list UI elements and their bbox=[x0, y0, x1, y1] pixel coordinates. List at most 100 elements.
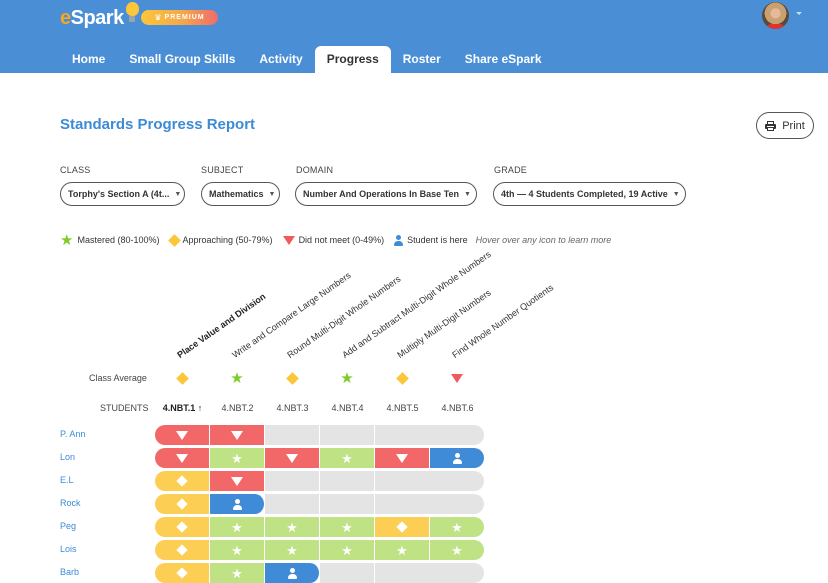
standard-code-3[interactable]: 4.NBT.3 bbox=[276, 403, 309, 413]
progress-cell[interactable] bbox=[375, 448, 430, 468]
chevron-down-icon: ▼ bbox=[174, 190, 182, 198]
column-title-3[interactable]: Round Multi-Digit Whole Numbers bbox=[285, 273, 403, 360]
diamond-icon[interactable] bbox=[175, 371, 189, 385]
tab-home[interactable]: Home bbox=[72, 52, 106, 66]
table-row bbox=[155, 494, 484, 514]
domain-select[interactable]: Number And Operations In Base Ten ▼ bbox=[295, 182, 477, 206]
diamond-icon bbox=[396, 521, 408, 533]
lightbulb-icon bbox=[125, 2, 139, 26]
star-icon: ★ bbox=[231, 450, 243, 466]
progress-cell[interactable] bbox=[210, 471, 265, 491]
grade-select-value: 4th — 4 Students Completed, 19 Active bbox=[501, 189, 668, 199]
star-icon[interactable]: ★ bbox=[230, 369, 244, 387]
progress-cell[interactable]: ★ bbox=[265, 540, 320, 560]
legend: ★ Mastered (80-100%) Approaching (50-79%… bbox=[60, 233, 612, 248]
espark-logo[interactable]: eSpark bbox=[60, 2, 139, 30]
progress-cell bbox=[375, 471, 484, 491]
progress-cell[interactable] bbox=[210, 494, 265, 514]
tab-roster[interactable]: Roster bbox=[402, 52, 441, 66]
triangle-down-icon bbox=[176, 430, 188, 440]
progress-cell bbox=[320, 563, 375, 583]
student-name[interactable]: Lon bbox=[60, 452, 76, 462]
student-name[interactable]: E.L bbox=[60, 475, 74, 485]
progress-cell[interactable] bbox=[155, 563, 210, 583]
progress-cell[interactable] bbox=[155, 494, 210, 514]
grade-select[interactable]: 4th — 4 Students Completed, 19 Active ▼ bbox=[493, 182, 686, 206]
triangle-down-icon bbox=[176, 453, 188, 463]
standard-code-4[interactable]: 4.NBT.4 bbox=[331, 403, 364, 413]
progress-cell[interactable]: ★ bbox=[265, 517, 320, 537]
legend-hint: Hover over any icon to learn more bbox=[475, 235, 612, 245]
diamond-icon bbox=[176, 498, 188, 510]
legend-mastered-label: Mastered (80-100%) bbox=[77, 235, 160, 245]
progress-cell bbox=[375, 563, 484, 583]
legend-did-not-meet: Did not meet (0-49%) bbox=[282, 235, 384, 245]
progress-cell bbox=[320, 471, 375, 491]
legend-student-here: Student is here bbox=[394, 234, 468, 246]
star-icon: ★ bbox=[286, 519, 298, 535]
progress-cell[interactable]: ★ bbox=[210, 540, 265, 560]
standard-code-1[interactable]: 4.NBT.1 ↑ bbox=[155, 403, 210, 413]
progress-cell[interactable] bbox=[265, 448, 320, 468]
progress-cell[interactable] bbox=[155, 540, 210, 560]
tab-activity[interactable]: Activity bbox=[259, 52, 303, 66]
progress-cell[interactable] bbox=[155, 517, 210, 537]
progress-cell[interactable] bbox=[155, 471, 210, 491]
column-title-1[interactable]: Place Value and Division bbox=[175, 291, 268, 360]
diamond-icon[interactable] bbox=[395, 371, 409, 385]
triangle-down-icon[interactable] bbox=[450, 371, 464, 385]
student-name[interactable]: Peg bbox=[60, 521, 77, 531]
diamond-icon bbox=[176, 475, 188, 487]
domain-select-value: Number And Operations In Base Ten bbox=[303, 189, 460, 199]
standard-code-1-text: 4.NBT.1 bbox=[162, 403, 196, 413]
standard-code-6[interactable]: 4.NBT.6 bbox=[441, 403, 474, 413]
progress-cell[interactable]: ★ bbox=[430, 517, 484, 537]
progress-cell[interactable] bbox=[210, 425, 265, 445]
print-button[interactable]: Print bbox=[756, 112, 814, 139]
class-filter-label: CLASS bbox=[60, 165, 91, 175]
crown-icon: ♛ bbox=[154, 13, 162, 22]
chevron-down-icon[interactable] bbox=[796, 12, 802, 15]
progress-cell[interactable] bbox=[375, 517, 430, 537]
progress-cell[interactable]: ★ bbox=[320, 540, 375, 560]
triangle-down-icon bbox=[396, 453, 408, 463]
avatar[interactable] bbox=[762, 2, 789, 29]
student-name[interactable]: P. Ann bbox=[60, 429, 86, 439]
progress-cell[interactable]: ★ bbox=[210, 563, 265, 583]
subject-select[interactable]: Mathematics ▼ bbox=[201, 182, 280, 206]
progress-cell[interactable]: ★ bbox=[210, 448, 265, 468]
star-icon: ★ bbox=[231, 565, 243, 581]
tab-small-group-skills[interactable]: Small Group Skills bbox=[129, 52, 236, 66]
diamond-icon[interactable] bbox=[285, 371, 299, 385]
progress-cell[interactable]: ★ bbox=[320, 448, 375, 468]
main-nav: Home Small Group Skills Activity Progres… bbox=[60, 46, 554, 73]
column-title-6[interactable]: Find Whole Number Quotients bbox=[450, 282, 556, 360]
grade-filter-label: GRADE bbox=[494, 165, 528, 175]
student-name[interactable]: Lois bbox=[60, 544, 77, 554]
standard-code-5[interactable]: 4.NBT.5 bbox=[386, 403, 419, 413]
star-icon[interactable]: ★ bbox=[340, 369, 354, 387]
diamond-icon bbox=[176, 521, 188, 533]
table-row: ★ ★ ★ ★ ★ bbox=[155, 540, 484, 560]
print-label: Print bbox=[782, 119, 805, 132]
progress-cell[interactable]: ★ bbox=[430, 540, 484, 560]
progress-cell[interactable]: ★ bbox=[320, 517, 375, 537]
star-icon: ★ bbox=[341, 519, 353, 535]
progress-cell[interactable] bbox=[155, 448, 210, 468]
student-name[interactable]: Barb bbox=[60, 567, 80, 577]
progress-cell[interactable]: ★ bbox=[210, 517, 265, 537]
student-name[interactable]: Rock bbox=[60, 498, 81, 508]
star-icon: ★ bbox=[451, 519, 463, 535]
progress-cell[interactable] bbox=[155, 425, 210, 445]
tab-progress[interactable]: Progress bbox=[314, 46, 391, 73]
chevron-down-icon: ▼ bbox=[464, 190, 471, 198]
tab-share-espark[interactable]: Share eSpark bbox=[464, 52, 542, 66]
page-title: Standards Progress Report bbox=[60, 116, 256, 133]
progress-cell[interactable] bbox=[265, 563, 320, 583]
column-title-5[interactable]: Multiply Multi-Digit Numbers bbox=[395, 287, 493, 360]
standard-code-2[interactable]: 4.NBT.2 bbox=[221, 403, 254, 413]
progress-cell[interactable]: ★ bbox=[375, 540, 430, 560]
class-select[interactable]: Torphy's Section A (4t... ▼ bbox=[60, 182, 185, 206]
progress-cell[interactable] bbox=[430, 448, 484, 468]
top-header: eSpark ♛ PREMIUM Home Small Group Skills… bbox=[0, 0, 828, 73]
